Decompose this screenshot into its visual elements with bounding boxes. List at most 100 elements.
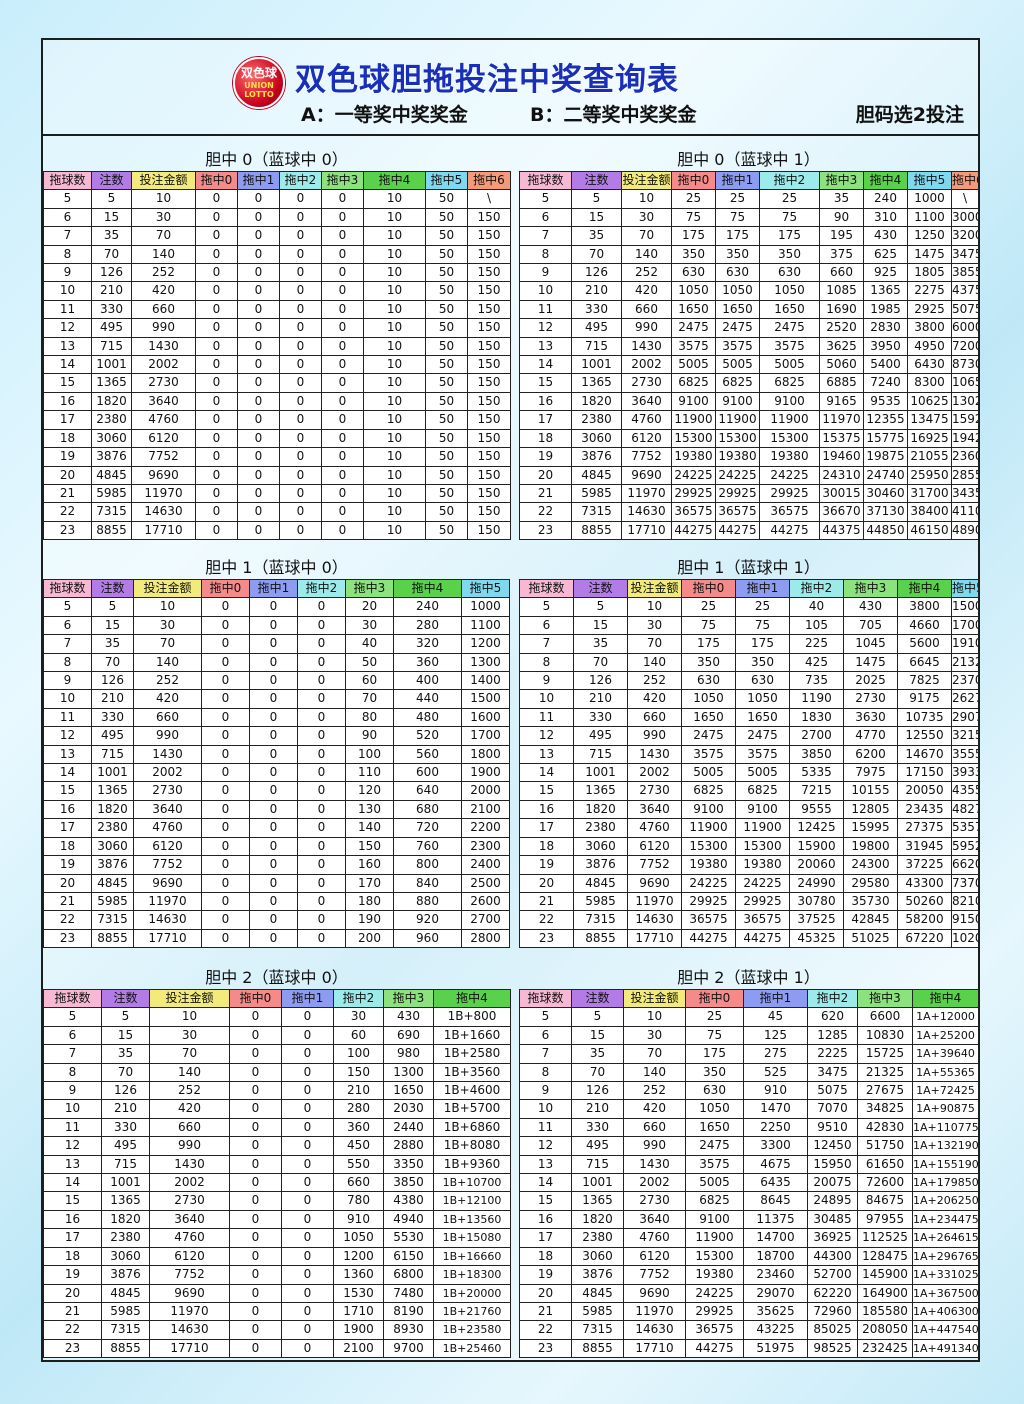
- table-cell: 1365: [91, 781, 134, 801]
- table-cell: 2002: [627, 763, 682, 783]
- table-cell: 440: [393, 689, 462, 709]
- table-cell: 350: [715, 244, 760, 265]
- table-cell: 14630: [149, 1320, 230, 1340]
- table-cell: 150: [467, 428, 511, 449]
- table-cell: 2100: [333, 1338, 384, 1359]
- table-cell: 5: [91, 597, 134, 617]
- table-cell: 50: [425, 520, 468, 541]
- table-cell: 102000: [951, 928, 979, 949]
- table-cell: 1700: [461, 726, 510, 746]
- table-cell: 24310: [819, 465, 864, 485]
- table-cell: 2380: [91, 818, 134, 838]
- table-cell: 5985: [91, 891, 134, 912]
- table-cell: 150: [467, 263, 511, 283]
- table-cell: 150: [333, 1062, 384, 1083]
- table-cell: 30: [623, 1025, 686, 1046]
- column-header: 拖中1: [735, 578, 790, 599]
- table-cell: 30485: [807, 1209, 858, 1230]
- table-cell: 3060: [91, 836, 134, 857]
- table-cell: 19800: [843, 836, 898, 857]
- table-cell: 252: [133, 671, 202, 691]
- table-cell: 10: [363, 483, 426, 504]
- table-cell: 640: [393, 781, 462, 801]
- table-cell: 18700: [743, 1246, 808, 1267]
- table-cell: 126: [571, 263, 622, 283]
- table-cell: 0: [321, 336, 364, 357]
- table-cell: 3640: [623, 1209, 686, 1230]
- table-cell: 1650: [715, 299, 760, 320]
- table-cell: 24990: [789, 873, 844, 893]
- table-cell: 18: [43, 836, 92, 857]
- table-cell: 17710: [149, 1338, 230, 1359]
- table-cell: 140: [149, 1062, 230, 1083]
- column-header: 拖中6: [467, 170, 511, 191]
- table-cell: 0: [201, 615, 250, 636]
- table-cell: 59525: [951, 836, 979, 857]
- table-cell: 10: [363, 336, 426, 357]
- column-header: 投注金额: [627, 578, 682, 599]
- table-cell: 50: [425, 428, 468, 449]
- table-row: 7 35 70 0 0 100 980 1B+2580: [43, 1044, 511, 1064]
- table-cell: 1650: [383, 1081, 434, 1101]
- table-cell: 0: [237, 263, 280, 283]
- table-cell: 1A+331025: [912, 1265, 979, 1285]
- table-cell: 0: [297, 726, 346, 746]
- column-header: 拖中4: [912, 988, 979, 1009]
- table-cell: 10: [363, 299, 426, 320]
- table-cell: 495: [571, 1136, 624, 1156]
- table-row: 1513652730682568257215101552005043550: [519, 781, 979, 801]
- column-header: 拖中1: [281, 988, 334, 1009]
- column-header: 拖中0: [229, 988, 282, 1009]
- table-cell: 5: [101, 1007, 150, 1027]
- table-cell: 252: [131, 263, 196, 283]
- table-cell: 50: [425, 447, 468, 467]
- table-cell: 8930: [383, 1320, 434, 1340]
- table-cell: 4380: [383, 1191, 434, 1211]
- table-row: 6 15 30 75 125 1285 10830 1A+25200: [519, 1025, 979, 1046]
- table-cell: 3575: [735, 744, 790, 765]
- table-cell: 495: [573, 726, 628, 746]
- table-cell: 0: [321, 373, 364, 393]
- table-cell: 3850: [383, 1173, 434, 1193]
- table-cell: 5985: [571, 1301, 624, 1322]
- table-cell: 15900: [789, 836, 844, 857]
- table-cell: 20: [519, 1283, 572, 1303]
- table-cell: 48900: [951, 520, 979, 541]
- table-cell: 6: [519, 1025, 572, 1046]
- table-cell: 660: [133, 707, 202, 728]
- table-cell: 8: [519, 1062, 572, 1083]
- table-cell: 0: [279, 299, 322, 320]
- table-cell: 1500: [461, 689, 510, 709]
- table-cell: 0: [249, 689, 298, 709]
- table-row: 20 4845 9690 0 0 0 170 840 2500: [43, 873, 510, 893]
- table-cell: 72600: [857, 1173, 913, 1193]
- table-cell: 2300: [461, 836, 510, 857]
- table-cell: 6: [43, 207, 92, 228]
- table-cell: 0: [195, 373, 238, 393]
- table-row: 19 3876 7752 0 0 0 160 800 2400: [43, 855, 510, 875]
- table-cell: 0: [297, 671, 346, 691]
- table-cell: 2380: [573, 818, 628, 838]
- table-cell: 0: [229, 1228, 282, 1248]
- table-cell: 4675: [743, 1154, 808, 1175]
- table-cell: 29070: [743, 1283, 808, 1303]
- table-cell: 0: [195, 428, 238, 449]
- table-cell: 48275: [951, 799, 979, 820]
- table-cell: 9100: [735, 799, 790, 820]
- table-cell: 0: [229, 1136, 282, 1156]
- table-cell: 10: [363, 318, 426, 338]
- table-cell: 36670: [819, 502, 864, 522]
- table-cell: 1085: [819, 281, 864, 301]
- table-cell: 5: [573, 597, 628, 617]
- table-cell: 1B+4600: [433, 1081, 511, 1101]
- table-row: 18 3060 6120 0 0 0 0 10 50 150: [43, 428, 511, 449]
- table-cell: 8: [519, 652, 574, 673]
- table-cell: 15950: [807, 1154, 858, 1175]
- table-cell: 310: [863, 207, 908, 228]
- table-cell: 50: [425, 263, 468, 283]
- table-row: 17 2380 4760 11900 14700 36925 112525 1A+264615: [519, 1228, 979, 1248]
- table-cell: 7752: [627, 855, 682, 875]
- table-row: 10 210 420 0 0 280 2030 1B+5700: [43, 1099, 511, 1119]
- table-cell: 190: [345, 910, 394, 930]
- table-cell: 2600: [461, 891, 510, 912]
